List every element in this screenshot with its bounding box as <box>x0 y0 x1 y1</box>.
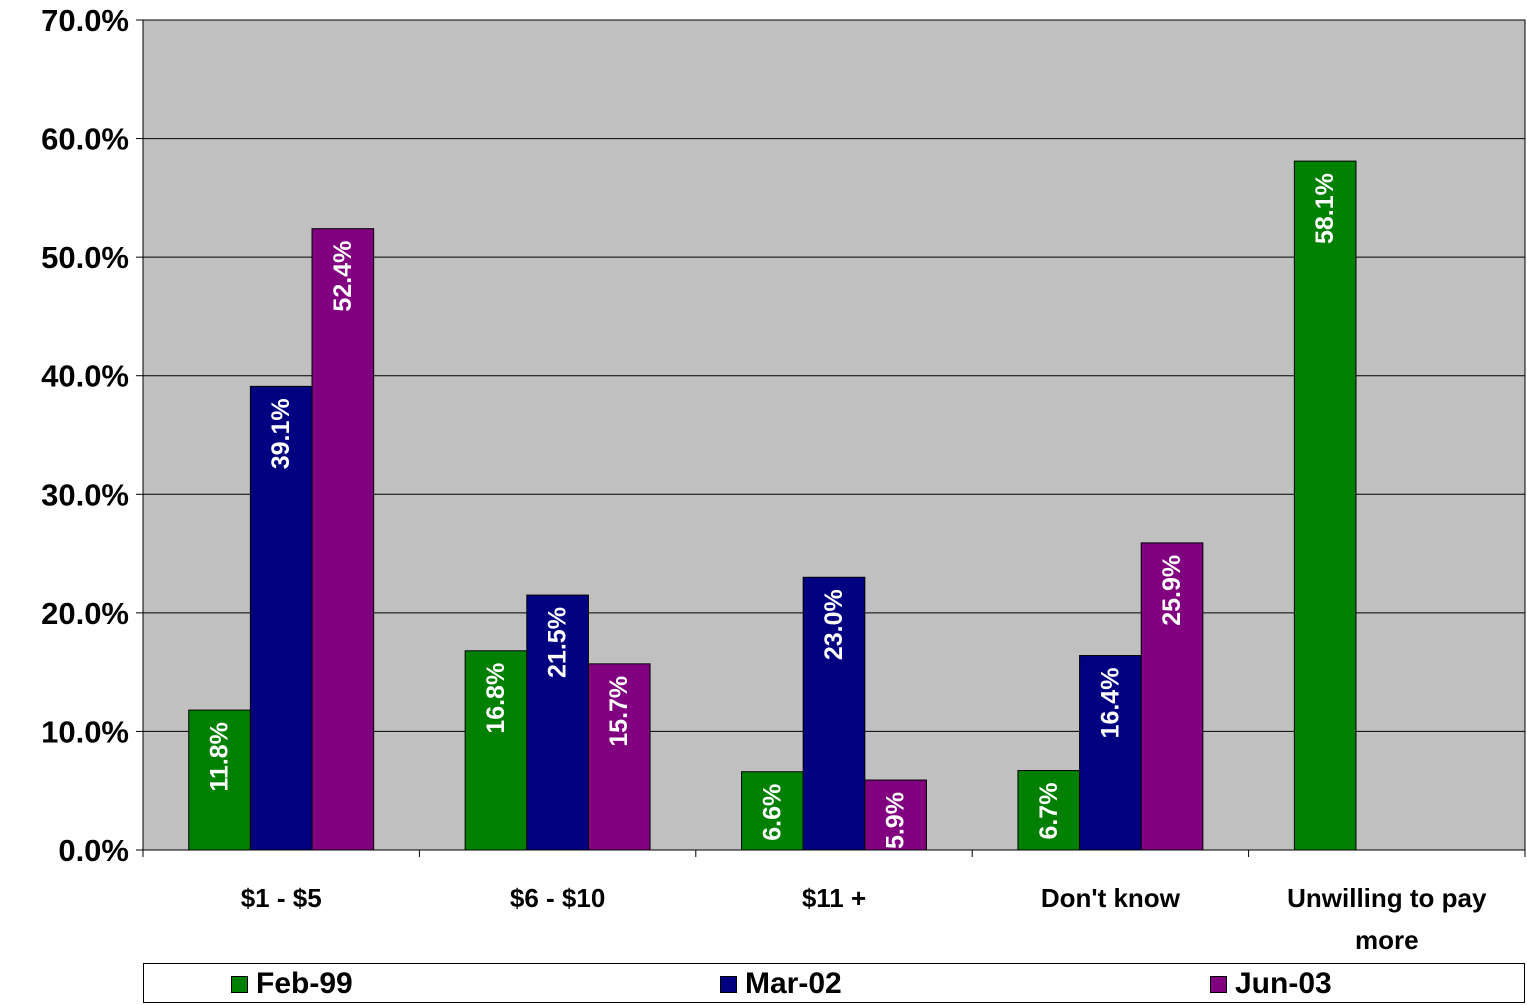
x-category-label-11: $11 + <box>802 883 866 913</box>
bar-chart: 0.0%10.0%20.0%30.0%40.0%50.0%60.0%70.0% … <box>41 3 1526 955</box>
y-tick-label: 20.0% <box>41 596 129 631</box>
data-label-jun-03-1-5: 52.4% <box>329 241 357 312</box>
bar-jun-03-don-t-know <box>1140 542 1204 851</box>
data-label-feb-99-11: 6.6% <box>758 784 786 841</box>
legend-item-jun-03: Jun-03 <box>1210 964 1332 1004</box>
x-category-label-6-10: $6 - $10 <box>510 883 605 913</box>
bar-mar-02-6-10 <box>526 594 589 851</box>
bars <box>188 160 1357 851</box>
bar-feb-99-6-10 <box>464 650 528 851</box>
data-label-mar-02-11: 23.0% <box>820 589 848 660</box>
y-axis: 0.0% 10.0% 20.0% 30.0% 40.0% 50.0% 60.0% 70.0% <box>41 3 143 868</box>
legend-label-mar-02: Mar-02 <box>745 967 842 1000</box>
data-label-mar-02-6-10: 21.5% <box>544 607 572 678</box>
bar-jun-03-11 <box>864 779 927 851</box>
data-label-feb-99-6-10: 16.8% <box>482 663 510 734</box>
y-tick-label: 0.0% <box>58 833 129 868</box>
x-axis: $1 - $5 $6 - $10 $11 + Don't know Unwilling … <box>142 850 1526 955</box>
data-labels: 11.8% 16.8% 6.6% 6.7% 58.1% 39.1% 21.5% 23.0% 16… <box>206 173 1340 849</box>
data-label-mar-02-don-t-know: 16.4% <box>1096 668 1124 739</box>
x-category-label-line: more <box>1355 925 1419 955</box>
bar-jun-03-1-5 <box>311 228 375 851</box>
y-tick-label: 70.0% <box>41 3 129 38</box>
bar-mar-02-11 <box>802 576 866 851</box>
y-tick-label: 10.0% <box>41 714 129 749</box>
legend-item-feb-99: Feb-99 <box>231 964 353 1004</box>
bar-mar-02-don-t-know <box>1079 655 1142 851</box>
data-label-jun-03-don-t-know: 25.9% <box>1158 555 1186 626</box>
bar-mar-02-1-5 <box>249 385 313 851</box>
legend-item-mar-02: Mar-02 <box>720 964 842 1004</box>
x-category-label-don-t-know: Don't know <box>1041 883 1181 913</box>
legend: Feb-99 Mar-02 Jun-03 <box>143 963 1525 1003</box>
y-tick-label: 50.0% <box>41 240 129 275</box>
bar-feb-99-1-5 <box>188 709 251 851</box>
y-tick-label: 60.0% <box>41 122 129 157</box>
legend-swatch-jun-03 <box>1210 975 1227 993</box>
legend-swatch-mar-02 <box>720 975 737 993</box>
data-label-jun-03-11: 5.9% <box>882 792 910 849</box>
data-label-mar-02-1-5: 39.1% <box>267 398 295 469</box>
x-category-label-line: Unwilling to pay <box>1287 883 1487 913</box>
legend-swatch-feb-99 <box>231 975 248 993</box>
legend-label-feb-99: Feb-99 <box>256 967 353 1000</box>
data-label-feb-99-unwilling-to-pay-more: 58.1% <box>1311 173 1339 244</box>
data-label-feb-99-1-5: 11.8% <box>206 722 234 792</box>
y-tick-label: 40.0% <box>41 359 129 394</box>
bar-jun-03-6-10 <box>587 663 651 851</box>
data-label-jun-03-6-10: 15.7% <box>605 676 633 747</box>
x-category-label-1-5: $1 - $5 <box>241 883 322 913</box>
y-tick-label: 30.0% <box>41 477 129 512</box>
data-label-feb-99-don-t-know: 6.7% <box>1035 783 1063 840</box>
legend-label-jun-03: Jun-03 <box>1235 967 1332 1000</box>
x-category-label-unwilling-to-pay-more: Unwilling to pay more <box>1287 883 1487 955</box>
bar-feb-99-unwilling-to-pay-more <box>1293 160 1357 851</box>
